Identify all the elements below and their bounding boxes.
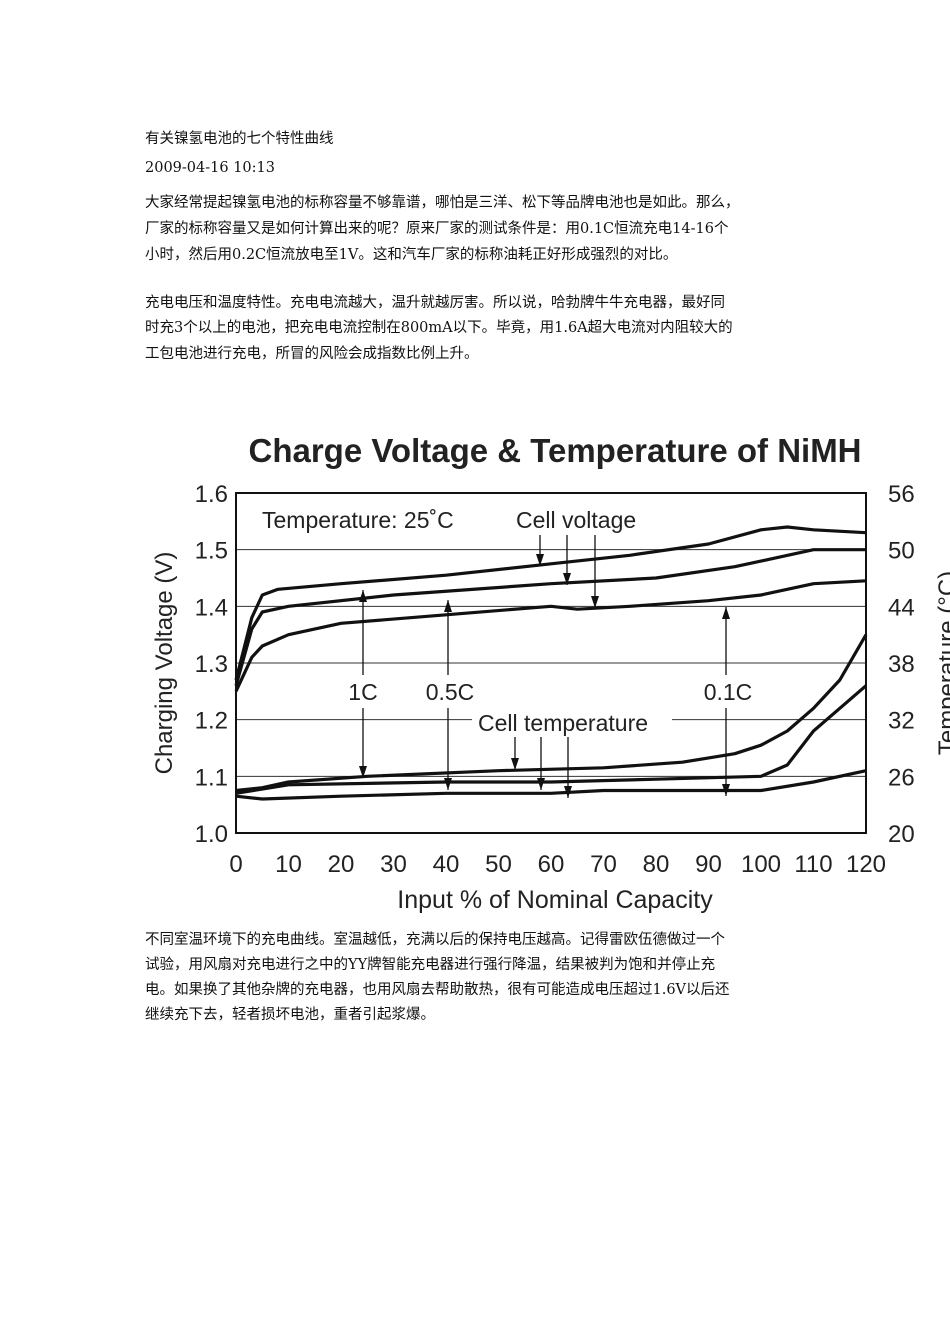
y2-tick-label: 20 [888,821,915,848]
x-axis-label: Input % of Nominal Capacity [397,886,713,914]
y-tick-label: 1.2 [195,708,228,735]
x-tick-label: 90 [695,851,722,878]
y2-tick-label: 32 [888,708,915,735]
y-tick-label: 1.1 [195,764,228,791]
x-tick-label: 80 [643,851,670,878]
paragraph-3-line: 电。如果换了其他杂牌的充电器，也用风扇去帮助散热，很有可能造成电压超过1.6V以… [145,982,730,998]
paragraph-1-line: 大家经常提起镍氢电池的标称容量不够靠谱，哪怕是三洋、松下等品牌电池也是如此。那么… [145,195,740,211]
annotation-0-5c: 0.5C [426,679,475,705]
y-axis-label: Charging Voltage (V) [151,552,178,775]
temperature-line-0-5c [235,684,868,795]
paragraph-2-line: 工包电池进行充电，所冒的风险会成指数比例上升。 [145,346,479,362]
paragraph-2-line: 充电电压和温度特性。充电电流越大，温升就越厉害。所以说，哈勃牌牛牛充电器，最好同 [145,295,725,311]
y2-axis-label: Temperature (°C) [934,571,950,755]
y-tick-label: 1.3 [195,651,228,678]
voltage-line-1c [234,525,867,681]
arrowhead [359,766,367,778]
annotation-condition: Temperature: 25˚C [262,507,454,533]
y2-tick-label: 44 [888,594,915,621]
x-tick-label: 110 [794,851,832,878]
y2-tick-label: 56 [888,481,915,508]
y-tick-label: 1.0 [195,821,228,848]
x-tick-label: 10 [275,851,302,878]
temperature-line-1c [235,633,868,793]
paragraph-2-line: 时充3个以上的电池，把充电电流控制在800mA以下。毕竟，用1.6A超大电流对内… [145,320,733,336]
paragraph-3-line: 试验，用风扇对充电进行之中的YY牌智能充电器进行强行降温，结果被判为饱和并停止充 [145,957,716,973]
voltage-line-0-1c [234,579,867,692]
x-tick-label: 100 [741,851,781,878]
paragraph-3-line: 不同室温环境下的充电曲线。室温越低，充满以后的保持电压越高。记得雷欧伍德做过一个 [145,932,725,948]
x-tick-label: 40 [433,851,460,878]
arrowhead [444,778,452,790]
arrowhead [511,758,519,770]
arrowhead [722,607,730,619]
plot-frame [235,492,867,834]
y-tick-label: 1.4 [195,594,228,621]
y-tick-label: 1.5 [195,538,228,565]
annotation-0-1c: 0.1C [704,679,753,705]
x-tick-label: 60 [538,851,565,878]
x-tick-label: 30 [380,851,407,878]
article-date: 2009-04-16 10:13 [145,160,275,176]
article-title: 有关镍氢电池的七个特性曲线 [145,131,334,147]
arrowhead [591,596,599,608]
arrowhead [564,786,572,798]
voltage-line-0-5c [234,548,866,687]
x-tick-label: 0 [229,851,242,878]
chart-title: Charge Voltage & Temperature of NiMH [248,432,861,469]
y2-tick-label: 38 [888,651,915,678]
paragraph-1-line: 厂家的标称容量又是如何计算出来的呢？原来厂家的测试条件是：用0.1C恒流充电14… [145,221,729,237]
y2-tick-label: 26 [888,764,915,791]
arrowhead [563,573,571,585]
arrowhead [359,590,367,602]
annotation-cell-voltage: Cell voltage [516,507,636,533]
y2-tick-label: 50 [888,538,915,565]
arrowhead [536,554,544,566]
x-tick-label: 70 [590,851,617,878]
x-tick-label: 50 [485,851,512,878]
annotation-1c: 1C [348,679,377,705]
temperature-line-0-1c [235,769,867,801]
paragraph-1-line: 小时，然后用0.2C恒流放电至1V。这和汽车厂家的标称油耗正好形成强烈的对比。 [145,247,678,263]
x-tick-label: 20 [328,851,355,878]
arrowhead [722,784,730,796]
paragraph-3-line: 继续充下去，轻者损坏电池，重者引起浆爆。 [145,1007,435,1023]
x-tick-label: 120 [846,851,886,878]
arrowhead [537,778,545,790]
arrowhead [444,600,452,612]
annotation-cell-temperature: Cell temperature [478,710,648,736]
y-tick-label: 1.6 [195,481,228,508]
